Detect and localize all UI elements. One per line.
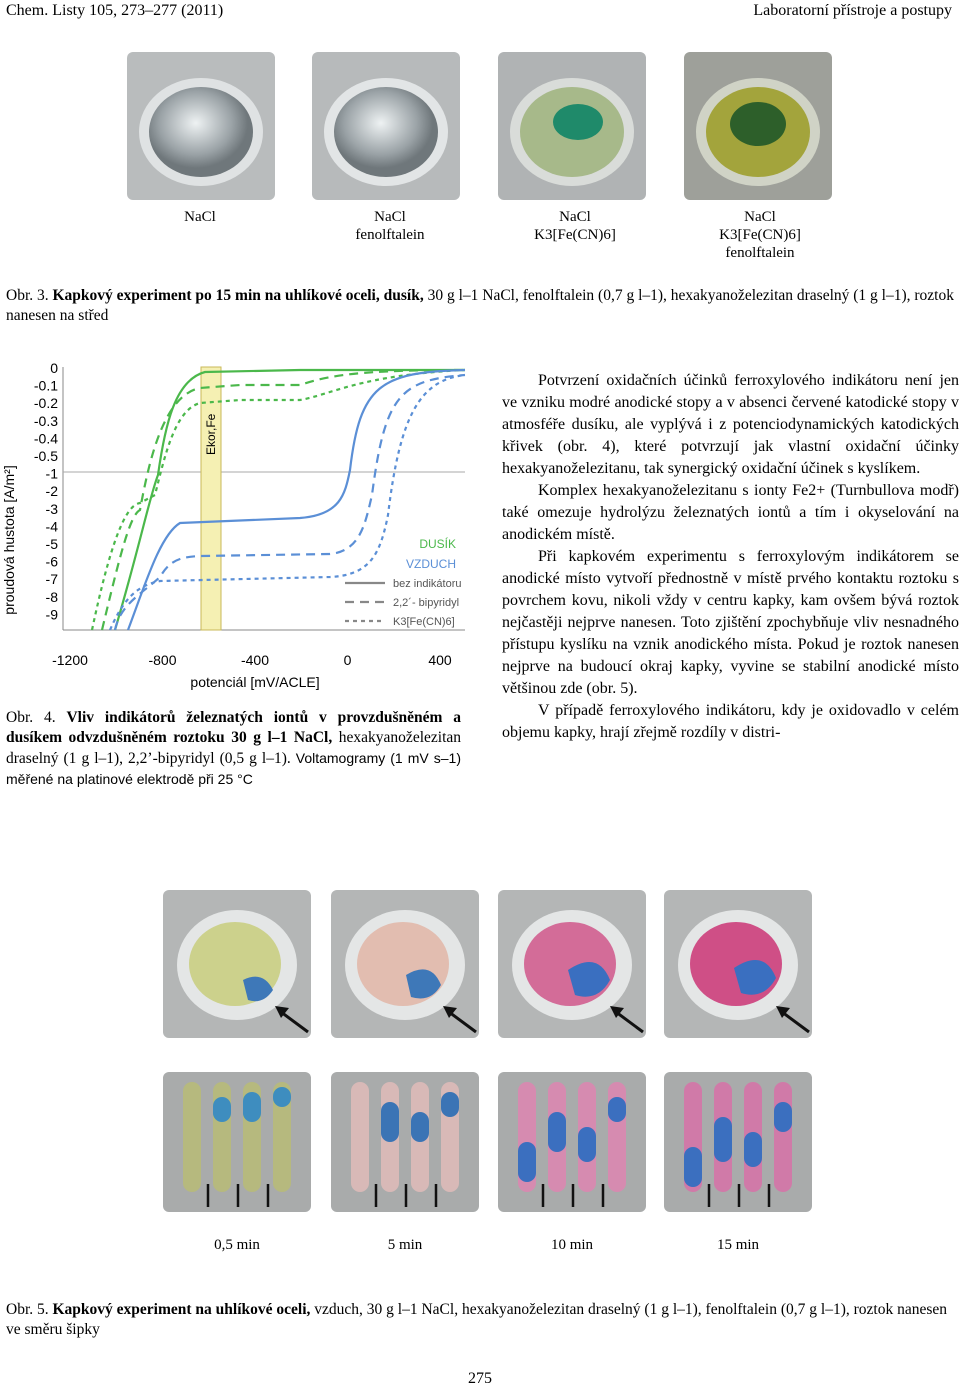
series-dusik-ferricyanide <box>90 368 466 631</box>
y-tick-label: -7 <box>46 571 59 587</box>
fig3-label-3: NaCl K3[Fe(CN)6] <box>534 209 616 243</box>
ecor-band <box>200 366 222 631</box>
time-label-15min: 15 min <box>716 1237 760 1253</box>
series-vzduch-bez-indikatoru <box>126 368 466 631</box>
y-tick-label: -0.1 <box>34 378 58 394</box>
fig3-label-4: NaCl K3[Fe(CN)6] fenolftalein <box>719 209 801 261</box>
photo-streaks-0-5min <box>163 1072 311 1212</box>
x-tick-label: -400 <box>241 652 269 668</box>
y-tick-label: 0 <box>50 360 58 376</box>
photo-drop-nacl <box>127 52 275 200</box>
photo-drop-top-0-5min <box>163 890 311 1038</box>
y-tick-label: -3 <box>46 501 59 517</box>
chart-xlabel: potenciál [mV/ACLE] <box>190 674 319 690</box>
paragraph-2: Komplex hexakyanoželezitanu s ionty Fe2+… <box>502 482 959 543</box>
ecor-label: Ekor,Fe <box>204 413 218 455</box>
y-tick-label: -1 <box>46 466 59 482</box>
fig3-label-2: NaCl fenolftalein <box>355 209 425 243</box>
fig4-caption: Obr. 4. Vliv indikátorů železnatých iont… <box>6 709 462 787</box>
series-dusik-bipyridyl <box>100 368 466 631</box>
photo-drop-top-5min <box>331 890 479 1038</box>
section-title: Laboratorní přístroje a postupy <box>753 2 952 19</box>
voltammogram-chart: proudová hustota [A/m²] Ekor,Fe 0-0.1-0.… <box>1 360 466 690</box>
x-tick-label: 400 <box>428 652 452 668</box>
legend-entry-ferricyanide: K3[Fe(CN)6] <box>393 616 455 628</box>
photo-streaks-15min <box>664 1072 812 1212</box>
legend-entry-bez: bez indikátoru <box>393 578 462 590</box>
y-tick-label: -6 <box>46 554 59 570</box>
photo-drop-nacl-ferricyanide-fenolftalein <box>684 52 832 200</box>
paragraph-1: Potvrzení oxidačních účinků ferroxylovéh… <box>502 372 959 477</box>
series-dusik-bez-indikatoru <box>113 368 465 631</box>
page-number: 275 <box>468 1370 492 1387</box>
y-tick-label: -9 <box>46 606 59 622</box>
y-tick-label: -4 <box>46 518 59 534</box>
legend-group-dusik: DUSÍK <box>419 536 456 551</box>
time-label-0-5min: 0,5 min <box>214 1237 260 1253</box>
body-text: Potvrzení oxidačních účinků ferroxylovéh… <box>502 370 959 744</box>
fig3-label-1: NaCl <box>184 209 216 225</box>
y-tick-label: -0.4 <box>34 430 58 446</box>
x-tick-label: 0 <box>344 652 352 668</box>
x-tick-label: -800 <box>148 652 176 668</box>
photo-drop-top-15min <box>664 890 812 1038</box>
legend-group-vzduch: VZDUCH <box>406 557 456 571</box>
y-tick-label: -5 <box>46 536 59 552</box>
legend-entry-bipyridyl: 2,2´- bipyridyl <box>393 597 459 609</box>
photo-streaks-10min <box>498 1072 646 1212</box>
paragraph-3: Při kapkovém experimentu s ferroxylovým … <box>502 548 959 697</box>
y-tick-label: -0.3 <box>34 413 58 429</box>
journal-reference: Chem. Listy 105, 273–277 (2011) <box>6 2 224 19</box>
y-tick-label: -0.2 <box>34 395 58 411</box>
photo-drop-nacl-ferricyanide <box>498 52 646 200</box>
fig3-caption: Obr. 3. Kapkový experiment po 15 min na … <box>6 287 954 324</box>
time-label-5min: 5 min <box>387 1237 423 1253</box>
x-tick-label: -1200 <box>52 652 88 668</box>
chart-ylabel: proudová hustota [A/m²] <box>1 465 17 614</box>
y-tick-label: -0.5 <box>34 448 58 464</box>
photo-drop-nacl-fenolftalein <box>312 52 460 200</box>
paragraph-4: V případě ferroxylového indikátoru, kdy … <box>502 702 959 741</box>
y-tick-label: -2 <box>46 483 59 499</box>
series-vzduch-bipyridyl <box>113 373 466 631</box>
photo-drop-top-10min <box>498 890 646 1038</box>
photo-streaks-5min <box>331 1072 479 1212</box>
time-label-10min: 10 min <box>550 1237 594 1253</box>
fig5-caption: Obr. 5. Kapkový experiment na uhlíkové o… <box>6 1301 948 1338</box>
y-tick-label: -8 <box>46 589 59 605</box>
series-vzduch-ferricyanide <box>108 373 466 631</box>
